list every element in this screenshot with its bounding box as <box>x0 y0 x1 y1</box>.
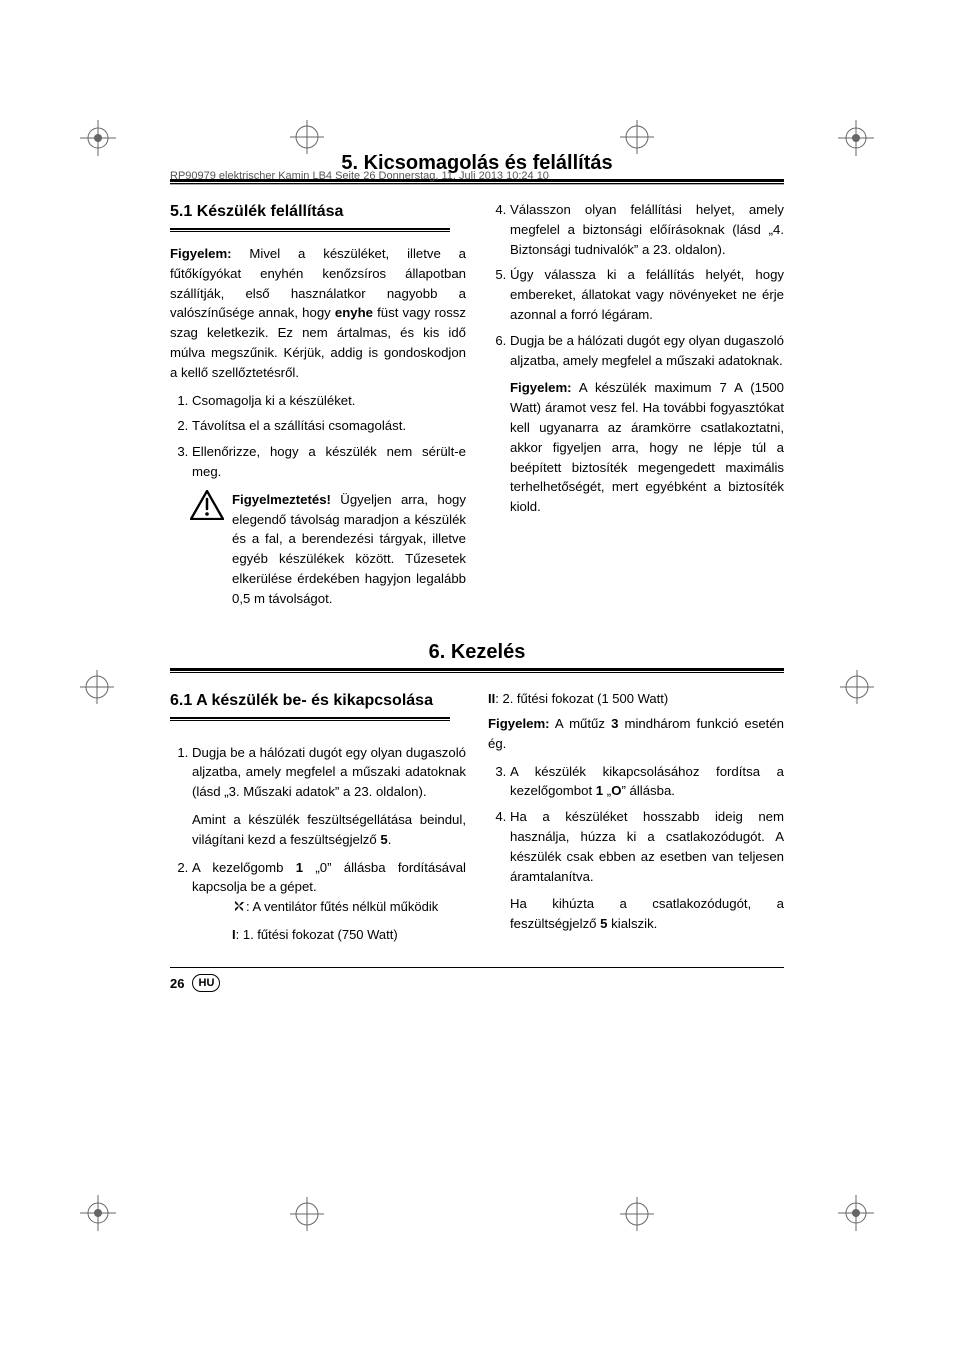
attention-note: Figyelem: A készülék maximum 7 A (1500 W… <box>510 378 784 517</box>
fan-icon <box>232 899 246 919</box>
attention-note-2: Figyelem: A műtűz 3 mindhárom funkció es… <box>488 714 784 754</box>
registration-mark-icon <box>80 670 114 704</box>
section-5: 5. Kicsomagolás és felállítás 5.1 Készül… <box>170 152 784 609</box>
crop-mark-icon <box>80 120 116 156</box>
list-item: A kezelőgomb 1 „0” állásba fordításával … <box>192 858 466 945</box>
rule-icon <box>170 228 450 232</box>
registration-mark-icon <box>840 670 874 704</box>
section-6-body: 6.1 A készülék be- és kikapcsolása Dugja… <box>170 689 784 948</box>
list-item: Válasszon olyan felállítási helyet, amel… <box>510 200 784 259</box>
crop-mark-icon <box>838 120 874 156</box>
crop-mark-icon <box>838 1195 874 1231</box>
steps-list-6: Dugja be a hálózati dugót egy olyan duga… <box>170 743 466 945</box>
warning-block: Figyelmeztetés! Ügyeljen arra, hogy eleg… <box>190 490 466 609</box>
step-subtext: Ha kihúzta a csatlakozódugót, a feszülts… <box>510 894 784 934</box>
list-item: Távolítsa el a szállítási csomagolást. <box>192 416 466 436</box>
page-number: 26 <box>170 976 184 991</box>
list-item: Ellenőrizze, hogy a készülék nem sérült-… <box>192 442 466 482</box>
document-header: RP90979 elektrischer Kamin LB4 Seite 26 … <box>170 170 784 185</box>
list-item: Ha a készüléket hosszabb ideig nem haszn… <box>510 807 784 934</box>
subsection-5-1-title: 5.1 Készülék felállítása <box>170 200 466 224</box>
crop-mark-icon <box>80 1195 116 1231</box>
warning-text: Figyelmeztetés! Ügyeljen arra, hogy eleg… <box>232 490 466 609</box>
steps-list-b: Válasszon olyan felállítási helyet, amel… <box>488 200 784 370</box>
step-subtext: Amint a készülék feszültségellátása bein… <box>192 810 466 850</box>
list-item: A készülék kikapcsolásához fordítsa a ke… <box>510 762 784 802</box>
warning-triangle-icon <box>190 490 224 526</box>
section-6-title: 6. Kezelés <box>170 641 784 664</box>
list-item: Dugja be a hálózati dugót egy olyan duga… <box>510 331 784 371</box>
steps-list-a: Csomagolja ki a készüléket. Távolítsa el… <box>170 391 466 482</box>
subsection-6-1-title: 6.1 A készülék be- és kikapcsolása <box>170 689 466 713</box>
section-5-body: 5.1 Készülék felállítása Figyelem: Mivel… <box>170 200 784 609</box>
language-badge: HU <box>192 974 220 992</box>
steps-list-6b: A készülék kikapcsolásához fordítsa a ke… <box>488 762 784 934</box>
section-6: 6. Kezelés 6.1 A készülék be- és kikapcs… <box>170 641 784 948</box>
page-footer: 26 HU <box>170 967 784 992</box>
heat-mode-1: I: 1. fűtési fokozat (750 Watt) <box>232 925 466 945</box>
list-item: Dugja be a hálózati dugót egy olyan duga… <box>192 743 466 850</box>
list-item: Csomagolja ki a készüléket. <box>192 391 466 411</box>
rule-icon <box>170 717 450 721</box>
list-item: Úgy válassza ki a felállítás helyét, hog… <box>510 265 784 324</box>
heat-mode-2: II: 2. fűtési fokozat (1 500 Watt) <box>488 689 784 709</box>
fan-mode-line: : A ventilátor fűtés nélkül működik <box>232 897 466 919</box>
attention-paragraph: Figyelem: Mivel a készüléket, illetve a … <box>170 244 466 383</box>
